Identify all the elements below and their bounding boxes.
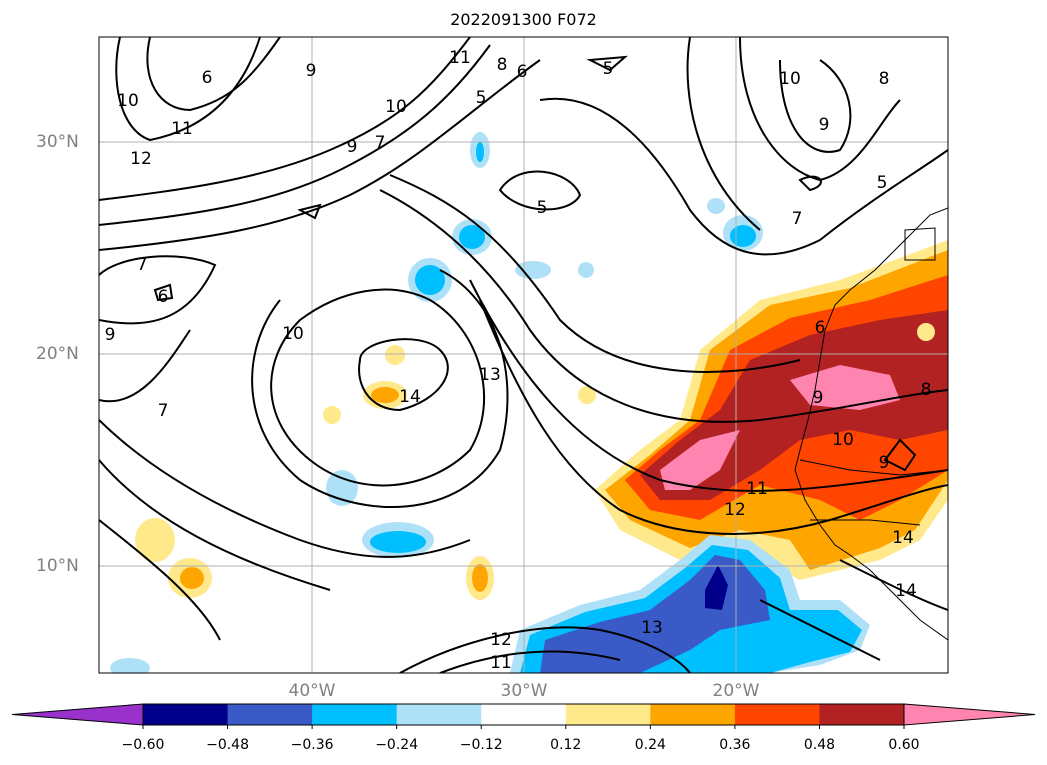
contour-label: 8 bbox=[497, 55, 508, 75]
contour-label: 13 bbox=[641, 618, 663, 638]
contour-label: 11 bbox=[490, 653, 512, 673]
colorbar-segment bbox=[312, 704, 398, 725]
shade-blob bbox=[370, 531, 426, 553]
contour-label: 6 bbox=[158, 287, 169, 307]
shade-blob bbox=[578, 262, 594, 278]
contour-label: 14 bbox=[895, 581, 917, 601]
lon-label-20w: 20°W bbox=[712, 681, 760, 701]
shade-pink bbox=[660, 365, 900, 490]
contour-label: 10 bbox=[385, 97, 407, 117]
contour-label: 10 bbox=[779, 69, 801, 89]
shade-blob bbox=[578, 386, 596, 404]
contour-label: 8 bbox=[879, 69, 890, 89]
shade-blob bbox=[459, 225, 485, 249]
colorbar-segment bbox=[650, 704, 736, 725]
contour-label-group: 5 5 5 5 6 6 6 6 7 7 7 7 8 8 8 9 9 9 9 9 … bbox=[105, 48, 932, 673]
colorbar-segment bbox=[565, 704, 651, 725]
contour-label: 8 bbox=[921, 380, 932, 400]
shade-blob bbox=[323, 406, 341, 424]
contour-label: 9 bbox=[105, 325, 116, 345]
contour-label: 9 bbox=[347, 137, 358, 157]
colorbar-tick-label: 0.36 bbox=[719, 737, 751, 753]
contour-label: 11 bbox=[171, 119, 193, 139]
shade-blob bbox=[476, 142, 484, 162]
contour-label: 6 bbox=[517, 62, 528, 82]
shade-blob bbox=[385, 345, 405, 365]
contour-label: 7 bbox=[375, 133, 386, 153]
colorbar-tick-label: −0.48 bbox=[206, 737, 249, 753]
contour-label: 11 bbox=[449, 48, 471, 68]
colorbar-segment bbox=[481, 704, 567, 725]
shade-blob bbox=[371, 387, 399, 403]
shaded-field bbox=[110, 132, 948, 673]
colorbar-frame bbox=[142, 703, 905, 726]
colorbar-segment bbox=[819, 704, 905, 725]
shade-blob bbox=[730, 225, 756, 247]
contour-label: 6 bbox=[815, 318, 826, 338]
shade-navy bbox=[705, 565, 728, 610]
contour-label: 10 bbox=[117, 91, 139, 111]
colorbar-tick-label: 0.12 bbox=[550, 737, 582, 753]
shade-blob bbox=[415, 265, 445, 295]
contour-label: 5 bbox=[476, 88, 487, 108]
contour-label: 14 bbox=[399, 387, 421, 407]
contour-label: 11 bbox=[746, 479, 768, 499]
contour-label: 12 bbox=[130, 149, 152, 169]
shade-blob bbox=[707, 198, 725, 214]
contour-label: 6 bbox=[202, 68, 213, 88]
contour-label: 10 bbox=[832, 430, 854, 450]
shade-blob bbox=[917, 323, 935, 341]
colorbar-tick-label: 0.24 bbox=[634, 737, 666, 753]
contour-label: 12 bbox=[724, 500, 746, 520]
lat-label-10n: 10°N bbox=[36, 556, 79, 576]
plot-frame bbox=[98, 36, 949, 674]
colorbar-extend-left bbox=[11, 703, 144, 726]
contour-label: 9 bbox=[813, 388, 824, 408]
contour-label: 5 bbox=[603, 59, 614, 79]
lon-label-40w: 40°W bbox=[288, 681, 336, 701]
shade-blob bbox=[180, 567, 204, 589]
contour-label: 7 bbox=[137, 255, 148, 275]
contour-label: 7 bbox=[158, 401, 169, 421]
contour-label: 14 bbox=[892, 528, 914, 548]
contour-label: 5 bbox=[537, 198, 548, 218]
colorbar bbox=[11, 703, 1036, 729]
colorbar-extend-right bbox=[903, 703, 1036, 726]
contour-label: 5 bbox=[877, 173, 888, 193]
colorbar-segment bbox=[734, 704, 820, 725]
colorbar-segment bbox=[143, 704, 229, 725]
colorbar-tick-label: −0.24 bbox=[375, 737, 419, 753]
contour-label: 12 bbox=[490, 630, 512, 650]
colorbar-tick-label: 0.60 bbox=[888, 737, 920, 753]
colorbar-tick-label: 0.48 bbox=[803, 737, 836, 753]
lat-label-20n: 20°N bbox=[36, 344, 79, 364]
map-title: 2022091300 F072 bbox=[450, 10, 597, 29]
contour-label: 10 bbox=[282, 324, 304, 344]
shade-blob bbox=[515, 261, 551, 279]
contour-label: 9 bbox=[819, 115, 830, 135]
contours bbox=[99, 37, 948, 673]
contour-label: 9 bbox=[879, 453, 890, 473]
colorbar-tick-label: −0.60 bbox=[121, 737, 165, 753]
contour-label: 7 bbox=[792, 209, 803, 229]
shade-blob bbox=[472, 564, 488, 592]
lon-label-30w: 30°W bbox=[500, 681, 548, 701]
colorbar-tick-label: −0.36 bbox=[290, 737, 334, 753]
contour-label: 13 bbox=[479, 365, 501, 385]
shade-blob bbox=[135, 518, 175, 562]
colorbar-segment bbox=[227, 704, 313, 725]
shade-blob bbox=[110, 658, 150, 673]
lat-label-30n: 30°N bbox=[36, 132, 79, 152]
contour-label: 9 bbox=[306, 61, 317, 81]
colorbar-segment bbox=[396, 704, 482, 725]
colorbar-tick-label: −0.12 bbox=[459, 737, 503, 753]
